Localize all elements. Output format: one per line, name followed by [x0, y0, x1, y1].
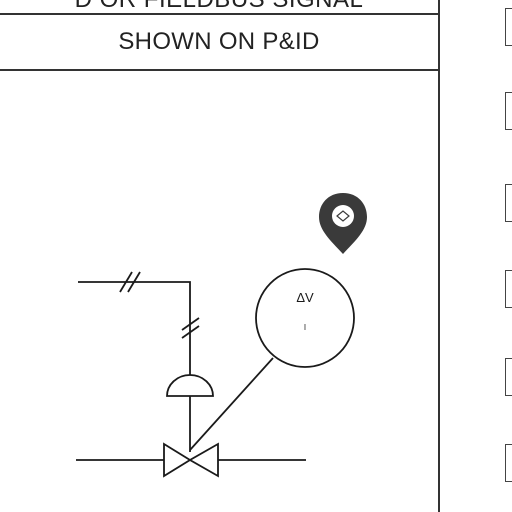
side-checkbox[interactable] [505, 92, 512, 130]
control-valve-icon [163, 442, 219, 478]
instrument-sublabel: I [304, 323, 306, 332]
diaphragm-actuator-icon [166, 374, 214, 452]
instrument-bubble [255, 268, 355, 368]
side-checkbox[interactable] [505, 444, 512, 482]
side-checkbox[interactable] [505, 184, 512, 222]
page-title: SHOWN ON P&ID [118, 28, 320, 55]
map-pin-icon[interactable] [319, 193, 367, 254]
side-checkbox[interactable] [505, 358, 512, 396]
header-row-partial: D OR FIELDBUS SIGNAL [0, 0, 440, 15]
diagram-panel [0, 71, 440, 512]
side-checkbox[interactable] [505, 8, 512, 46]
signal-line [78, 271, 200, 378]
instrument-connection-line [189, 357, 274, 451]
instrument-label: ΔV [296, 290, 314, 305]
header-row: SHOWN ON P&ID [0, 15, 440, 71]
side-checkbox[interactable] [505, 270, 512, 308]
header-partial-text: D OR FIELDBUS SIGNAL [0, 0, 438, 13]
